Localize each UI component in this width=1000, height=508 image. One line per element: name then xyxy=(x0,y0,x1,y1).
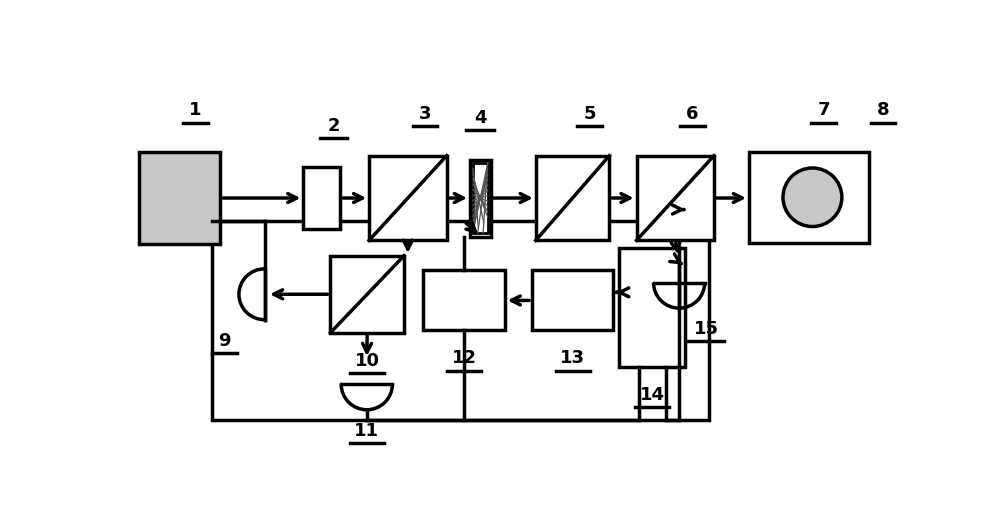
Text: 1: 1 xyxy=(189,102,201,119)
Text: 7: 7 xyxy=(818,102,830,119)
Text: 4: 4 xyxy=(474,109,487,127)
Text: 9: 9 xyxy=(218,332,230,350)
Bar xyxy=(369,155,447,240)
Text: 14: 14 xyxy=(640,387,665,404)
Bar xyxy=(212,221,709,420)
Bar xyxy=(749,152,869,243)
Text: 13: 13 xyxy=(560,350,585,367)
Bar xyxy=(303,167,340,229)
Bar xyxy=(536,155,609,240)
Bar xyxy=(423,270,505,331)
Text: 5: 5 xyxy=(583,105,596,123)
Text: 11: 11 xyxy=(354,422,379,440)
Text: 12: 12 xyxy=(452,350,477,367)
Bar xyxy=(473,163,488,234)
Bar xyxy=(470,160,491,237)
Bar xyxy=(330,256,404,333)
Text: 10: 10 xyxy=(355,352,380,370)
Text: 6: 6 xyxy=(686,105,699,123)
Bar xyxy=(619,248,685,367)
Bar xyxy=(637,155,714,240)
Text: 15: 15 xyxy=(694,320,719,338)
Text: 3: 3 xyxy=(419,105,431,123)
Text: 2: 2 xyxy=(327,117,340,135)
Text: 8: 8 xyxy=(877,102,889,119)
Bar xyxy=(139,152,220,244)
Bar xyxy=(532,270,613,331)
Circle shape xyxy=(783,168,842,227)
